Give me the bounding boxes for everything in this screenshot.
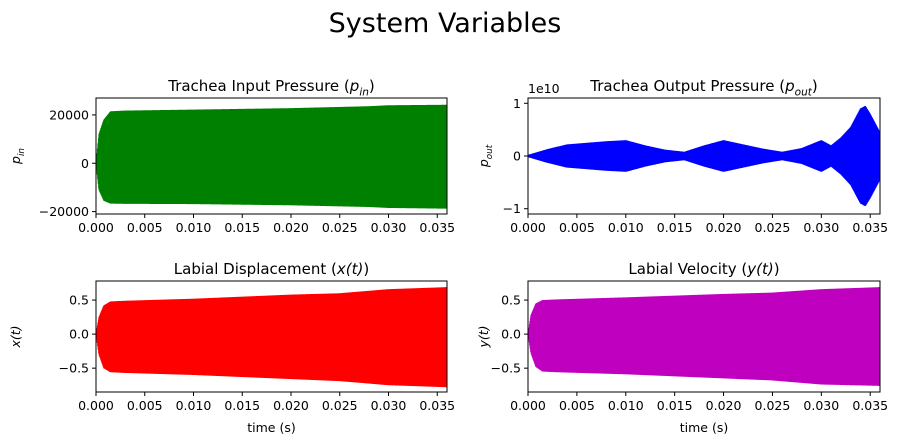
axes-frame	[527, 280, 881, 393]
y-axis-label-sub: out	[485, 144, 495, 159]
y-tick-label: 1	[513, 96, 521, 111]
series-line	[528, 106, 880, 207]
subplot-title-var: x(t)	[336, 260, 363, 278]
subplot-1: 0.000 0.005 0.010 0.015 0.020 0.025 0.030 0.035…	[8, 77, 455, 235]
x-tick-label: 0.015	[657, 398, 693, 413]
y-axis-label-var: x(t)	[8, 325, 23, 348]
x-tick-label: 0.035	[852, 398, 888, 413]
subplot-title-text: Labial Displacement (	[174, 260, 337, 278]
subplot-title-close: )	[369, 77, 375, 95]
subplot-title-var: p	[349, 77, 360, 95]
subplot-title-var: p	[784, 77, 795, 95]
x-tick-label: 0.030	[371, 398, 407, 413]
y-tick-label: 0.5	[69, 293, 89, 308]
x-tick-label: 0.025	[755, 398, 791, 413]
subplot-title-var: y(t)	[746, 260, 773, 278]
x-tick-label: 0.020	[706, 398, 742, 413]
x-tick-label: 0.000	[78, 220, 114, 235]
subplot-title-close: )	[774, 260, 780, 278]
x-tick-label: 0.025	[755, 220, 791, 235]
subplot-title: Trachea Input Pressure (pin)	[167, 77, 375, 99]
y-tick-label: 0.0	[501, 327, 521, 342]
x-tick-label: 0.005	[127, 398, 163, 413]
subplot-title-sub: out	[795, 87, 813, 99]
x-tick-label: 0.000	[510, 398, 546, 413]
y-axis-label-var: y(t)	[476, 325, 491, 348]
subplot-title-close: )	[812, 77, 818, 95]
x-tick-label: 0.005	[559, 220, 595, 235]
y-tick-label: −0.5	[491, 361, 521, 376]
x-tick-label: 0.025	[322, 398, 358, 413]
x-tick-label: 0.010	[176, 220, 212, 235]
subplot-title-text: Trachea Input Pressure (	[167, 77, 350, 95]
y-offset-label: 1e10	[528, 81, 560, 96]
subplot-title: Labial Displacement (x(t))	[174, 260, 369, 278]
x-tick-label: 0.000	[78, 398, 114, 413]
x-tick-label: 0.005	[127, 220, 163, 235]
x-tick-label: 0.030	[803, 398, 839, 413]
subplot-3: 0.000 0.005 0.010 0.015 0.020 0.025 0.030 0.035…	[8, 260, 455, 435]
figure-suptitle: System Variables	[329, 8, 562, 39]
x-tick-label: 0.020	[706, 220, 742, 235]
y-axis-label-sub: in	[17, 148, 27, 156]
y-tick-label: 0	[81, 156, 89, 171]
x-tick-label: 0.020	[273, 398, 309, 413]
x-axis-label: time (s)	[247, 420, 295, 435]
subplot-title-sub: in	[359, 87, 369, 99]
y-axis-label: x(t)	[8, 325, 23, 348]
x-tick-label: 0.030	[371, 220, 407, 235]
y-tick-label: 0	[513, 149, 521, 164]
y-tick-label: −1	[503, 201, 521, 216]
x-tick-label: 0.010	[176, 398, 212, 413]
subplot-4: 0.000 0.005 0.010 0.015 0.020 0.025 0.030 0.035…	[476, 260, 888, 435]
x-tick-label: 0.015	[224, 220, 260, 235]
y-axis-label: pout	[476, 144, 495, 168]
y-axis-label-var: p	[476, 159, 491, 168]
x-tick-label: 0.015	[224, 398, 260, 413]
x-tick-label: 0.010	[608, 220, 644, 235]
y-tick-label: 20000	[49, 107, 89, 122]
x-tick-label: 0.010	[608, 398, 644, 413]
y-tick-label: 0.0	[69, 327, 89, 342]
y-axis-label-var: p	[8, 156, 23, 165]
y-tick-label: −20000	[39, 204, 89, 219]
subplot-title: Trachea Output Pressure (pout)	[589, 77, 817, 99]
subplot-2: 0.000 0.005 0.010 0.015 0.020 0.025 0.030 0.035…	[476, 77, 888, 235]
y-axis-label: y(t)	[476, 325, 491, 348]
x-tick-label: 0.005	[559, 398, 595, 413]
y-tick-label: −0.5	[59, 361, 89, 376]
y-axis-label: pin	[8, 148, 27, 165]
subplot-title-close: )	[363, 260, 369, 278]
series-line	[96, 104, 447, 209]
x-tick-label: 0.015	[657, 220, 693, 235]
x-tick-label: 0.035	[419, 398, 455, 413]
x-tick-label: 0.035	[419, 220, 455, 235]
x-tick-label: 0.035	[852, 220, 888, 235]
series-line	[96, 287, 447, 388]
subplot-title: Labial Velocity (y(t))	[628, 260, 779, 278]
x-tick-label: 0.000	[510, 220, 546, 235]
y-tick-label: 0.5	[501, 293, 521, 308]
subplot-title-text: Trachea Output Pressure (	[589, 77, 785, 95]
x-tick-label: 0.030	[803, 220, 839, 235]
subplot-grid: 0.000 0.005 0.010 0.015 0.020 0.025 0.030 0.035…	[8, 77, 888, 435]
x-axis-label: time (s)	[680, 420, 728, 435]
subplot-title-text: Labial Velocity (	[628, 260, 747, 278]
axes-frame	[95, 97, 448, 215]
axes-frame	[95, 280, 448, 393]
series-line	[528, 287, 880, 386]
x-tick-label: 0.020	[273, 220, 309, 235]
x-tick-label: 0.025	[322, 220, 358, 235]
